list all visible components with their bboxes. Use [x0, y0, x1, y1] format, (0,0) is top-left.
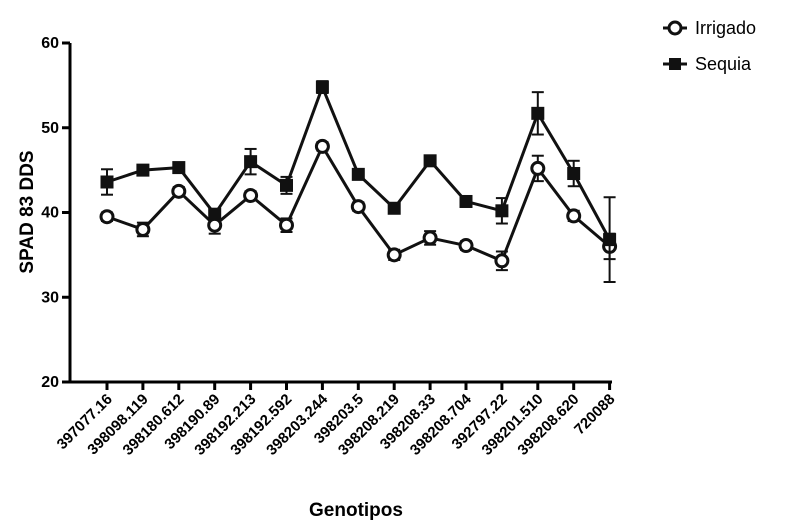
series-sequia — [100, 80, 617, 283]
data-point-sequia — [567, 167, 581, 181]
data-point-sequia — [387, 201, 401, 215]
data-point-irrigado — [243, 188, 259, 204]
legend-label-sequia: Sequia — [695, 54, 752, 74]
axes: 2030405060397077.16398098.119398180.6123… — [41, 35, 618, 459]
series-irrigado — [99, 138, 618, 272]
data-point-sequia — [351, 167, 365, 181]
data-point-sequia — [172, 161, 186, 175]
legend-marker-irrigado — [667, 20, 683, 36]
series-layer — [99, 80, 618, 283]
data-point-sequia — [495, 204, 509, 218]
x-tick-label: 720088 — [571, 391, 618, 438]
data-point-irrigado — [494, 253, 510, 269]
data-point-irrigado — [350, 199, 366, 215]
data-point-sequia — [208, 207, 222, 221]
y-tick-label: 50 — [41, 120, 59, 137]
data-point-irrigado — [422, 230, 438, 246]
data-point-sequia — [244, 155, 258, 169]
data-point-irrigado — [566, 208, 582, 224]
legend-marker-sequia — [669, 58, 681, 70]
data-point-irrigado — [207, 217, 223, 233]
data-point-sequia — [100, 175, 114, 189]
data-point-irrigado — [386, 247, 402, 263]
data-point-sequia — [603, 233, 617, 247]
y-tick-label: 40 — [41, 205, 59, 222]
y-tick-label: 20 — [41, 374, 59, 391]
data-point-irrigado — [171, 183, 187, 199]
data-point-sequia — [423, 154, 437, 168]
legend-label-irrigado: Irrigado — [695, 18, 756, 38]
data-point-sequia — [531, 106, 545, 120]
y-tick-label: 60 — [41, 35, 59, 52]
data-point-irrigado — [530, 160, 546, 176]
data-point-sequia — [136, 163, 150, 177]
data-point-sequia — [459, 194, 473, 208]
data-point-sequia — [280, 178, 293, 192]
y-axis-title: SPAD 83 DDS — [17, 150, 38, 273]
y-tick-label: 30 — [41, 289, 59, 306]
data-point-irrigado — [314, 138, 330, 154]
data-point-sequia — [315, 80, 329, 94]
data-point-irrigado — [279, 217, 294, 233]
x-axis-title: Genotipos — [309, 500, 403, 521]
data-point-irrigado — [135, 221, 151, 237]
legend: Irrigado Sequia — [663, 18, 756, 74]
data-point-irrigado — [99, 209, 115, 225]
data-point-irrigado — [458, 238, 474, 254]
